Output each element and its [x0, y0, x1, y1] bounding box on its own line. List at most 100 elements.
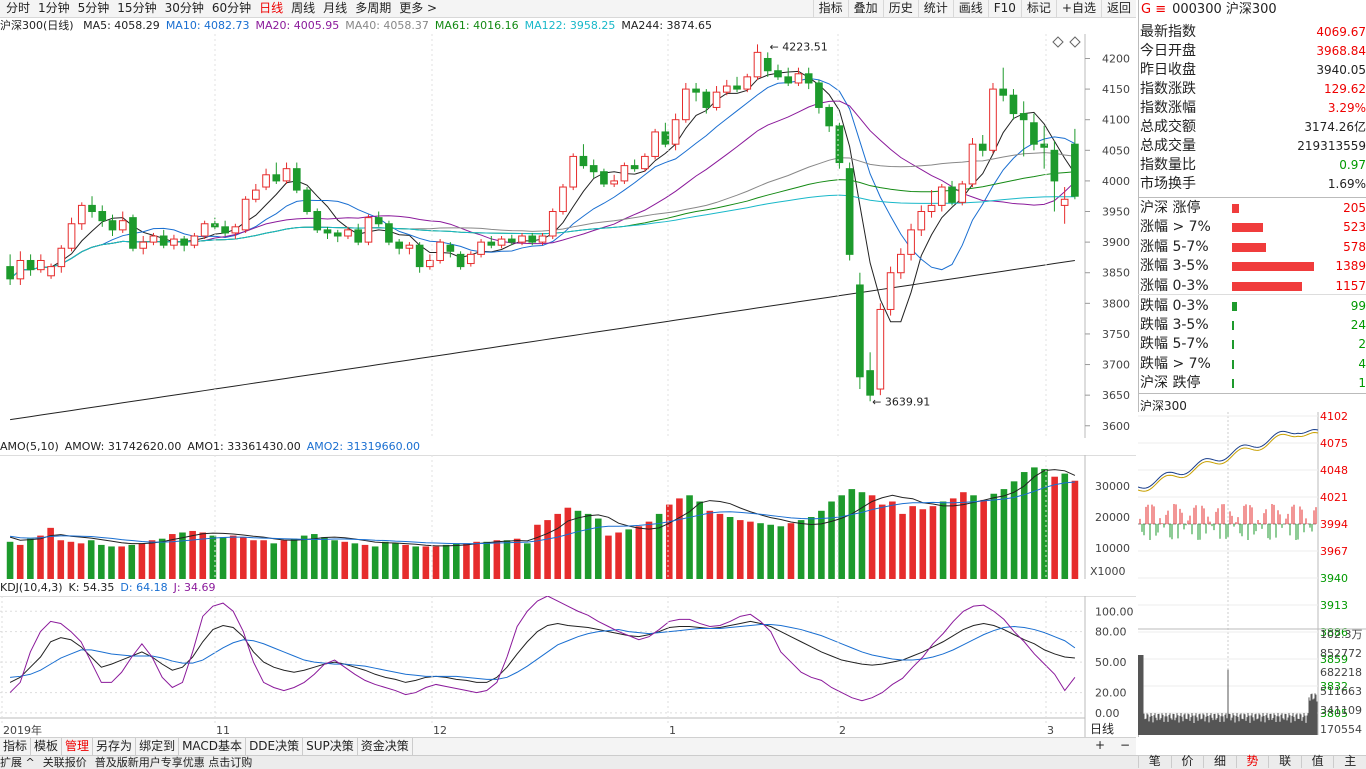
y-tick-label: 3700 — [1102, 359, 1130, 372]
quote-label: 总成交额 — [1140, 119, 1196, 135]
candle — [999, 67, 1008, 102]
candle — [1009, 89, 1018, 120]
amo-bar — [574, 510, 582, 579]
indicator-tab-7[interactable]: SUP决策 — [303, 738, 358, 755]
quote-value: 4069.67 — [1316, 25, 1366, 39]
status-item-1[interactable]: 关联报价 — [42, 756, 87, 769]
quote-label: 今日开盘 — [1140, 43, 1196, 59]
tool-button-1[interactable]: 叠加 — [847, 0, 883, 17]
quote-row: 总成交量 219313559 — [1140, 137, 1366, 156]
y-tick-label: 4000 — [1102, 175, 1130, 188]
quote-tab-2[interactable]: 细 — [1203, 755, 1236, 768]
distribution-row: 沪深 涨停 205 — [1140, 199, 1366, 218]
tool-button-8[interactable]: 返回 — [1100, 0, 1136, 17]
quote-tab-4[interactable]: 联 — [1268, 755, 1301, 768]
period-tab-9[interactable]: 多周期 — [355, 1, 392, 15]
amo-avg-line — [9, 469, 1076, 547]
candle — [272, 162, 281, 184]
x-tick-label: 12 — [433, 724, 447, 737]
amo-bar — [442, 544, 450, 579]
quote-value: 3968.84 — [1316, 44, 1366, 58]
period-tab-6[interactable]: 日线 — [259, 1, 284, 15]
quote-label: 最新指数 — [1140, 24, 1196, 40]
quote-value: 219313559 — [1297, 139, 1366, 153]
zoom-in-button[interactable]: + — [1095, 738, 1106, 752]
quote-tab-3[interactable]: 势 — [1235, 755, 1269, 768]
candle — [231, 223, 240, 240]
tool-button-3[interactable]: 统计 — [917, 0, 953, 17]
period-tab-7[interactable]: 周线 — [291, 1, 316, 15]
distribution-bar — [1232, 359, 1234, 369]
tool-button-5[interactable]: F10 — [987, 0, 1021, 17]
quote-tab-0[interactable]: 笔 — [1138, 755, 1171, 768]
tool-button-6[interactable]: 标记 — [1020, 0, 1056, 17]
zoom-out-button[interactable]: − — [1120, 738, 1131, 752]
indicator-tab-8[interactable]: 资金决策 — [358, 738, 413, 755]
tool-button-0[interactable]: 指标 — [812, 0, 848, 17]
indicator-tab-0[interactable]: 指标 — [0, 738, 32, 755]
indicator-tab-1[interactable]: 模板 — [31, 738, 63, 755]
distribution-bar — [1232, 242, 1267, 252]
indicator-tab-4[interactable]: 绑定到 — [136, 738, 180, 755]
quote-tab-1[interactable]: 价 — [1170, 755, 1204, 768]
period-tab-3[interactable]: 15分钟 — [117, 1, 157, 15]
y-tick-label: 3650 — [1102, 389, 1130, 402]
amo-bar — [848, 489, 856, 579]
amo-bar — [970, 495, 977, 579]
y-tick-label: 10000 — [1095, 542, 1130, 555]
candle — [190, 232, 199, 249]
tool-button-4[interactable]: 画线 — [952, 0, 988, 17]
indicator-tab-5[interactable]: MACD基本 — [179, 738, 247, 755]
kdj-line-D — [10, 623, 1076, 680]
tool-button-2[interactable]: 历史 — [882, 0, 918, 17]
tool-button-7[interactable]: +自选 — [1055, 0, 1101, 17]
amo-bar — [503, 540, 511, 579]
amo-volume-chart[interactable]: 30000 20000 10000 X1000 — [0, 455, 1136, 579]
candle — [57, 245, 66, 273]
kdj-legend-item: KDJ(10,4,3) — [0, 581, 63, 594]
status-item-2[interactable]: 普及版新用户专享优惠 点击订购 — [94, 756, 253, 769]
indicator-tab-3[interactable]: 另存为 — [93, 738, 137, 755]
amo-bar — [118, 546, 125, 579]
quote-tab-5[interactable]: 值 — [1300, 755, 1334, 768]
y-tick-label: 100.00 — [1095, 605, 1134, 618]
ma-legend: 沪深300(日线) MA5: 4058.29 MA10: 4082.73 MA20:… — [0, 18, 718, 34]
candle — [118, 211, 127, 233]
distribution-label: 跌幅 3-5% — [1140, 317, 1209, 334]
candle — [467, 251, 475, 267]
indicator-tabs: 指标 模板 管理 另存为 绑定到 MACD基本 DDE决策 SUP决策 资金决策 — [0, 737, 1136, 755]
candle — [968, 138, 977, 188]
period-tab-4[interactable]: 30分钟 — [164, 1, 204, 15]
period-tab-8[interactable]: 月线 — [323, 1, 348, 15]
candle — [712, 86, 721, 111]
amo-bar — [189, 530, 196, 579]
status-item-0[interactable]: 扩展 ^ — [0, 756, 35, 769]
candle — [548, 208, 557, 240]
period-tab-5[interactable]: 60分钟 — [211, 1, 252, 15]
distribution-value: 99 — [1350, 299, 1366, 313]
period-tab-1[interactable]: 1分钟 — [38, 1, 70, 15]
kdj-line-J — [9, 596, 1076, 702]
amo-bar — [483, 541, 491, 579]
candle — [436, 239, 444, 264]
indicator-tab-2[interactable]: 管理 — [62, 738, 94, 755]
quote-tab-6[interactable]: 主 — [1333, 755, 1366, 768]
candle — [600, 168, 608, 188]
candlestick-chart[interactable]: 4200 4150 4100 4050 4000 3950 3900 3850 3800 3750… — [0, 34, 1136, 438]
amo-bar — [787, 523, 795, 579]
period-tab-10[interactable]: 更多 > — [399, 1, 438, 15]
amo-bar — [919, 509, 927, 579]
candle — [702, 89, 711, 114]
candle — [671, 113, 680, 151]
kdj-legend-item: D: 64.18 — [120, 581, 168, 594]
candle — [405, 242, 414, 255]
intraday-mini-chart[interactable]: 4102407540484021399439673940391338863859… — [1138, 412, 1366, 742]
quote-value: 1.69% — [1327, 177, 1366, 191]
period-tab-0[interactable]: 分时 — [6, 1, 31, 15]
period-tab-2[interactable]: 5分钟 — [77, 1, 110, 15]
amo-bar — [807, 517, 815, 579]
candle — [1040, 125, 1048, 169]
indicator-tab-6[interactable]: DDE决策 — [246, 738, 304, 755]
amo-bar — [605, 535, 612, 579]
